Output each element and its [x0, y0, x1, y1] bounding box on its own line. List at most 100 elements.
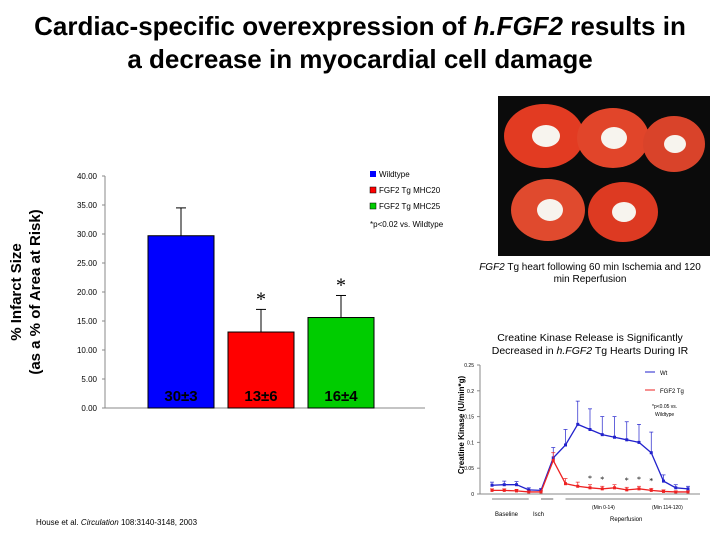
- ck-significance-star: *: [637, 475, 641, 484]
- ck-point: [490, 483, 494, 487]
- ck-point: [515, 483, 518, 487]
- ck-y-label: Creatine Kinase (U/min*g): [457, 376, 466, 475]
- heart-slices-image: [498, 96, 710, 256]
- ck-series: * * * * *: [490, 400, 690, 500]
- ck-point: [539, 490, 543, 494]
- heart-slice-3: [643, 116, 705, 172]
- ck-point: [490, 488, 494, 492]
- title-part-2: results in: [563, 11, 686, 41]
- citation-journal: Circulation: [80, 518, 119, 527]
- ck-title-pre: Decreased in: [491, 345, 557, 357]
- ck-point: [662, 489, 665, 493]
- ck-point: [527, 490, 531, 494]
- ck-point: [551, 458, 555, 462]
- ck-tick-label: 0.05: [464, 466, 474, 472]
- infarct-ticks: 0.00 5.00 10.00 15.00 20.00 25.00 30.00 35.00 40…: [77, 172, 105, 413]
- ck-point: [649, 451, 653, 455]
- infarct-bar-value-label: 16±4: [324, 388, 358, 405]
- ck-x-min-late: (Min 114-120): [652, 505, 683, 511]
- ck-legend-wt: Wt: [660, 371, 668, 377]
- photo-caption-text: Tg heart following 60 min Ischemia and 1…: [504, 262, 701, 285]
- infarct-y-label-2: (as a % of Area at Risk): [27, 209, 44, 374]
- legend-swatch-mhc20: [369, 186, 377, 194]
- ck-point: [502, 488, 506, 492]
- heart-slice-1: [504, 104, 584, 168]
- ck-x-min-early: (Min 0-14): [592, 505, 615, 511]
- ck-point: [527, 488, 531, 492]
- photo-caption-gene: FGF2: [479, 262, 505, 273]
- ck-point: [637, 440, 641, 444]
- infarct-tick-label: 5.00: [81, 375, 97, 384]
- ck-tick-label: 0.1: [467, 440, 474, 446]
- infarct-bar: [307, 317, 375, 409]
- infarct-tick-label: 30.00: [77, 230, 98, 239]
- ck-significance-star: *: [649, 476, 653, 485]
- infarct-significance-star: *: [336, 274, 346, 296]
- heart-slice-5: [588, 182, 658, 242]
- ck-x-baseline: Baseline: [495, 512, 519, 518]
- ck-footnote-1: *p<0.05 vs.: [652, 404, 677, 410]
- ck-point: [564, 482, 567, 486]
- ck-point: [686, 490, 690, 494]
- heart-slice-4: [511, 179, 585, 241]
- infarct-footnote: *p<0.02 vs. Wildtype: [370, 220, 444, 229]
- legend-label-mhc20: FGF2 Tg MHC20: [379, 186, 441, 195]
- infarct-tick-label: 0.00: [81, 404, 97, 413]
- legend-swatch-wildtype: [370, 171, 376, 177]
- legend-label-wildtype: Wildtype: [379, 170, 410, 179]
- ck-point: [600, 487, 604, 491]
- ck-point: [576, 484, 580, 488]
- legend-label-mhc25: FGF2 Tg MHC25: [379, 202, 441, 211]
- ck-point: [576, 422, 580, 426]
- ck-title-post: Tg Hearts During IR: [592, 345, 689, 357]
- infarct-tick-label: 25.00: [77, 259, 98, 268]
- ck-point: [649, 488, 653, 492]
- slide-title: Cardiac-specific overexpression of h.FGF…: [0, 10, 720, 76]
- infarct-bar-value-label: 13±6: [244, 388, 277, 405]
- ck-title-line-1: Creatine Kinase Release is Significantly: [497, 332, 683, 344]
- ck-point: [515, 489, 518, 493]
- title-part-1: Cardiac-specific overexpression of: [34, 11, 474, 41]
- ck-tick-label: 0: [471, 492, 474, 498]
- ck-tick-label: 0.25: [464, 363, 474, 369]
- ck-x-isch: Isch: [533, 512, 544, 518]
- title-gene: h.FGF2: [473, 11, 564, 41]
- ck-significance-star: *: [588, 474, 592, 483]
- ck-point: [686, 487, 690, 491]
- infarct-tick-label: 10.00: [77, 346, 98, 355]
- legend-swatch-mhc25: [369, 202, 377, 210]
- ck-point: [588, 428, 592, 431]
- title-line-2: a decrease in myocardial cell damage: [127, 44, 593, 74]
- ck-title-gene: h.FGF2: [556, 345, 593, 357]
- ck-footnote-2: Wildtype: [655, 412, 674, 418]
- ck-point: [625, 488, 629, 492]
- ck-point: [662, 479, 665, 483]
- ck-point: [625, 438, 629, 442]
- infarct-bar: [147, 235, 215, 409]
- citation-authors: House et al.: [36, 518, 81, 527]
- ck-significance-star: *: [600, 475, 604, 484]
- ck-point: [600, 433, 604, 437]
- ck-point: [674, 490, 678, 494]
- photo-caption: FGF2 Tg heart following 60 min Ischemia …: [470, 262, 710, 286]
- infarct-tick-label: 15.00: [77, 317, 98, 326]
- infarct-tick-label: 20.00: [77, 288, 98, 297]
- ck-point: [613, 435, 616, 439]
- ck-significance-star: *: [625, 476, 629, 485]
- ck-tick-label: 0.2: [467, 389, 474, 395]
- infarct-bar-value-label: 30±3: [164, 388, 197, 405]
- infarct-y-label-1: % Infarct Size: [8, 243, 25, 341]
- ck-point: [637, 487, 641, 491]
- ck-chart-title: Creatine Kinase Release is Significantly…: [470, 332, 710, 358]
- citation-ref: 108:3140-3148, 2003: [118, 518, 198, 527]
- infarct-significance-star: *: [256, 288, 266, 310]
- infarct-bars: 30±3 * 13±6 * 16±4: [147, 207, 375, 409]
- ck-point: [588, 486, 592, 490]
- ck-point: [613, 486, 616, 490]
- infarct-legend: Wildtype FGF2 Tg MHC20 FGF2 Tg MHC25 *p<…: [369, 170, 444, 229]
- ck-title-line-2: Decreased in h.FGF2 Tg Hearts During IR: [470, 345, 710, 358]
- ck-point: [502, 483, 506, 487]
- ck-chart: 0 0.05 0.1 0.15 0.2 0.25 * * * * * Creatine Kinas…: [457, 363, 700, 523]
- citation: House et al. Circulation 108:3140-3148, …: [36, 518, 197, 527]
